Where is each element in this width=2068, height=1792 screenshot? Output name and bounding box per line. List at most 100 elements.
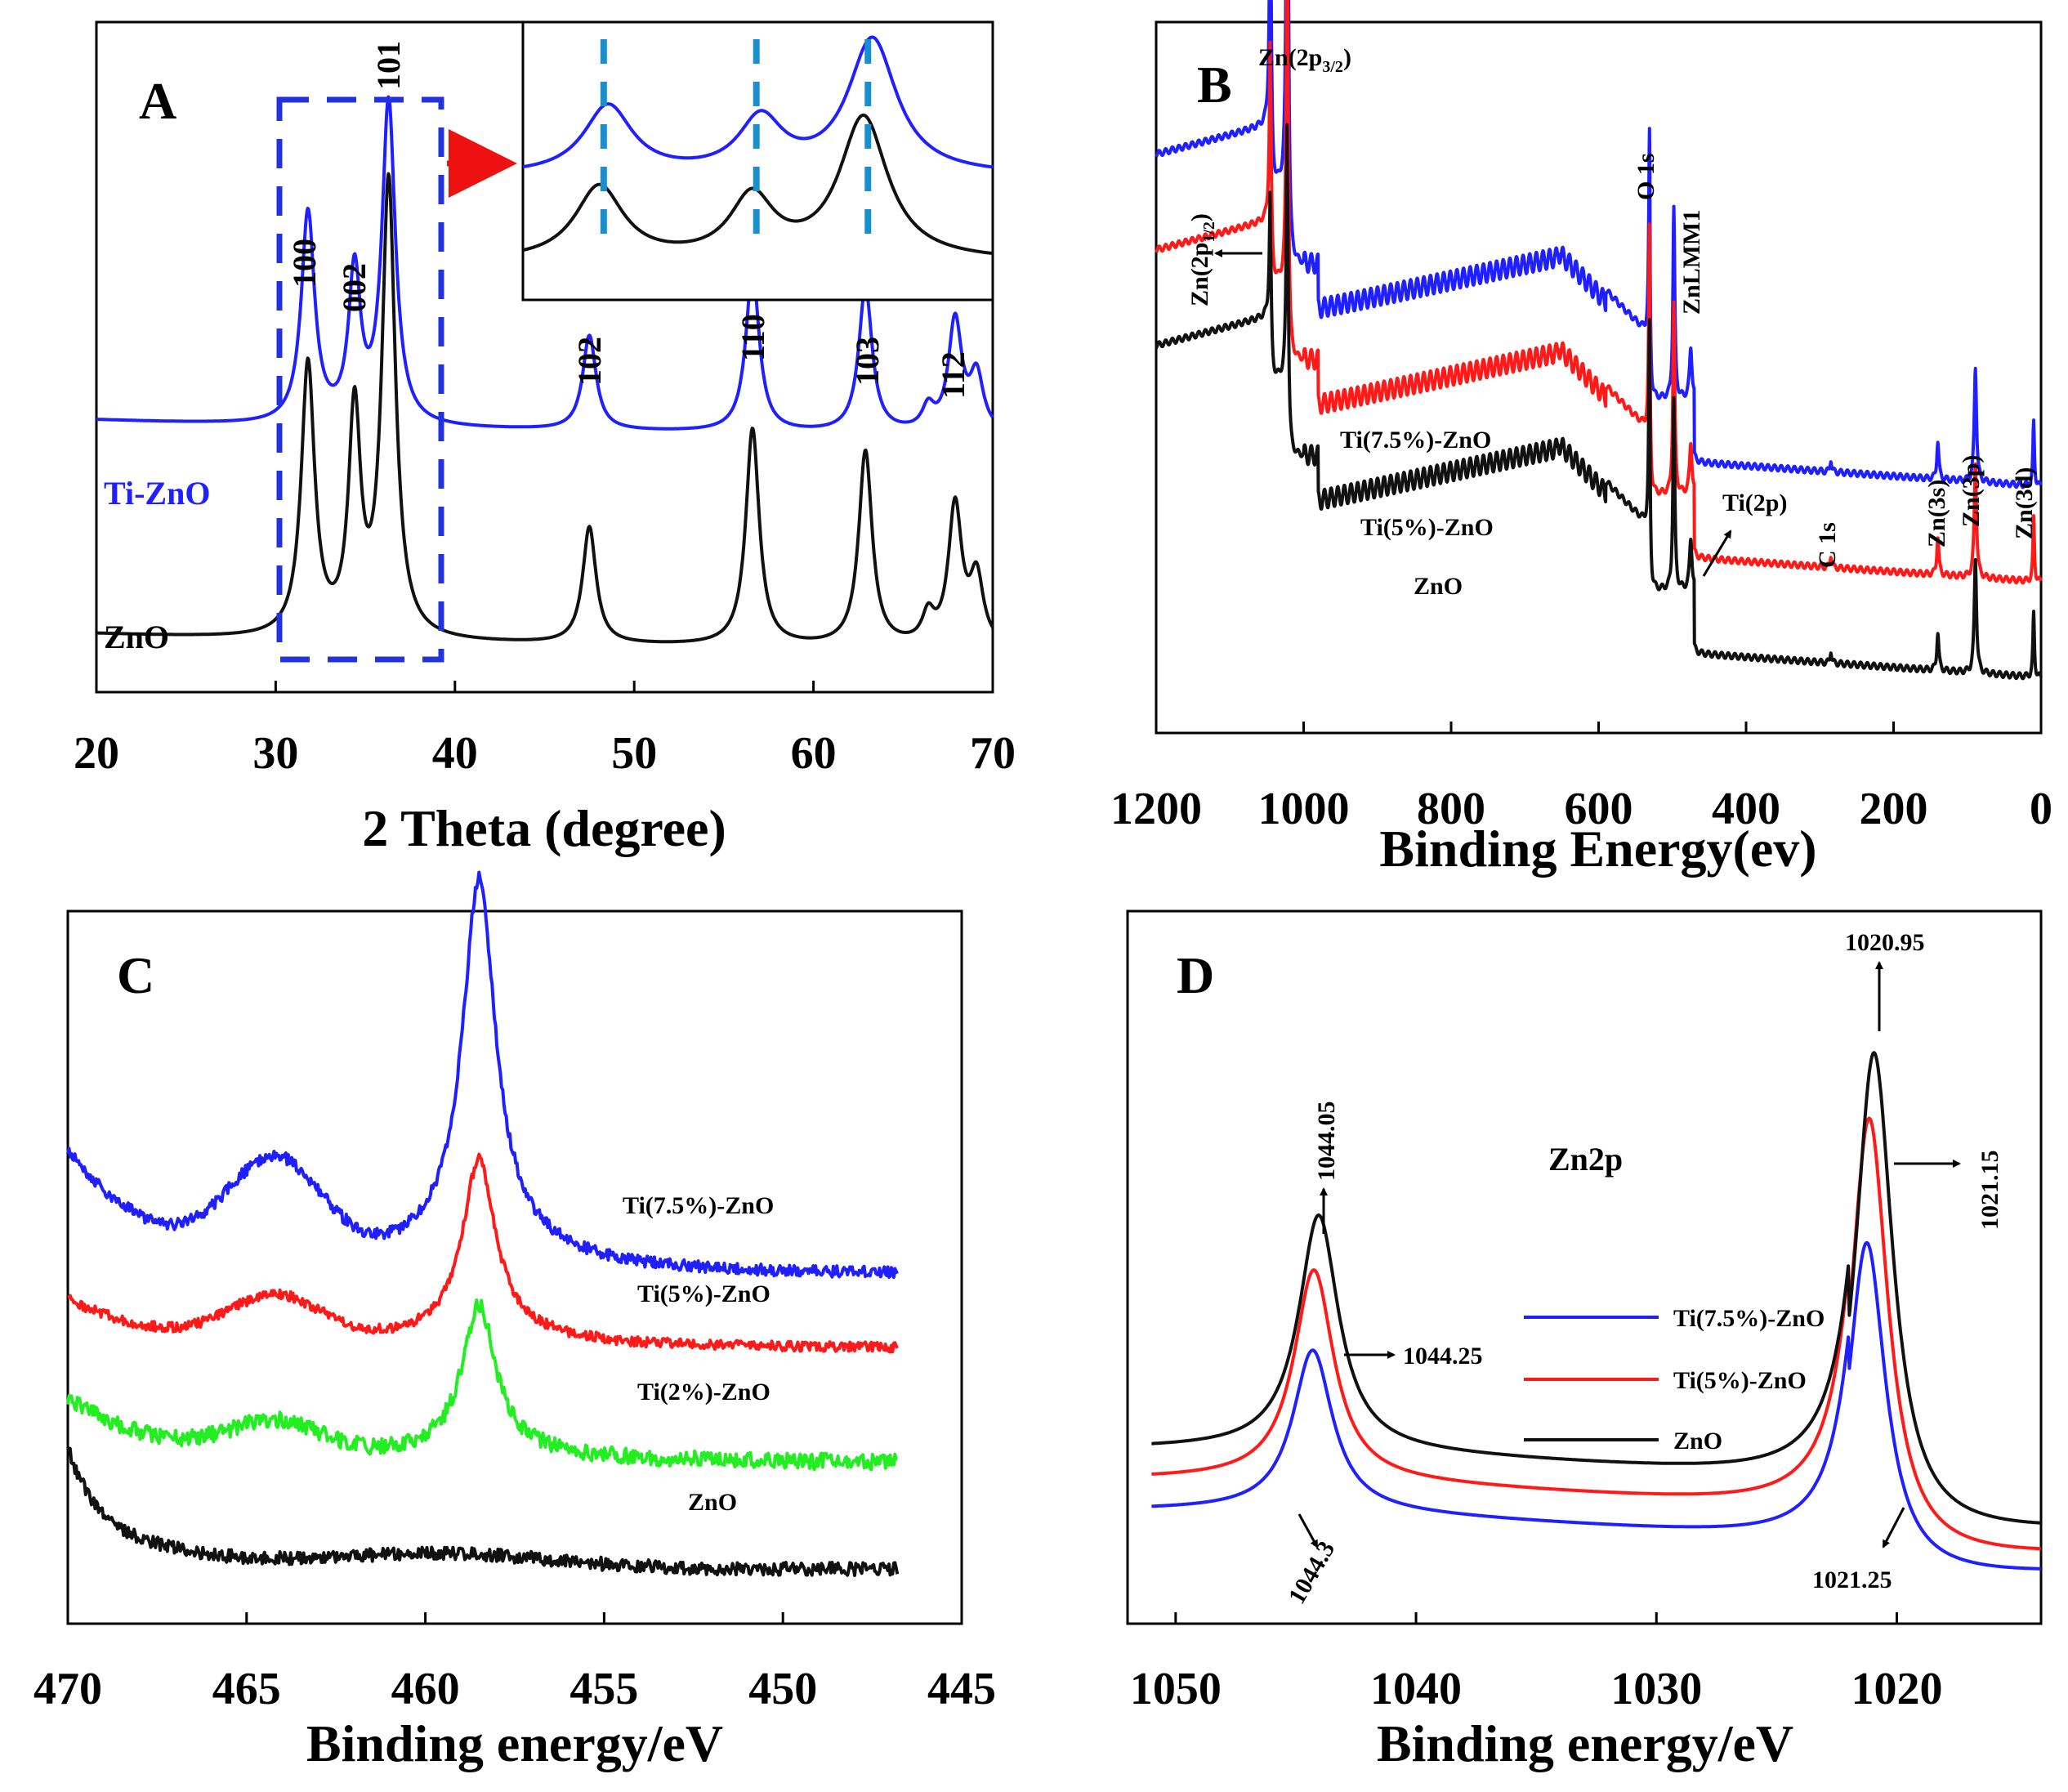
panel-d-letter: D: [1177, 946, 1214, 1004]
x-tick-label: 0: [2030, 784, 2052, 834]
panel-a-x-axis-title: 2 Theta (degree): [362, 799, 726, 857]
x-tick-label: 40: [432, 728, 478, 779]
panel-c-letter: C: [117, 946, 154, 1004]
peak-label-002: 002: [336, 263, 373, 312]
inset-traces: [522, 35, 994, 256]
x-tick-label: 20: [74, 728, 119, 779]
peak-label-zn2p12-text: Zn(2p: [1186, 243, 1213, 306]
x-tick-label: 445: [927, 1664, 996, 1714]
legend-label-zno: ZnO: [1673, 1428, 1722, 1455]
panel-b-xps-survey-chart: 1200 1000 800 600 400 200 0 B Zn(2p3/2) Zn(2p1…: [1110, 0, 2052, 878]
inset-zoom-chart: [521, 20, 994, 302]
peak-label-zn3s: Zn(3s): [1923, 480, 1950, 547]
x-tick-label: 465: [212, 1664, 281, 1714]
trace-d-0: [1150, 1240, 2042, 1571]
series-label-ti-zno: Ti-ZnO: [104, 475, 210, 512]
trace-c-2: [66, 1298, 898, 1472]
panel-d-x-ticks: 1050 1040 1030 1020: [1130, 1612, 1942, 1714]
trace-d-1: [1150, 1116, 2042, 1551]
legend-label-ti75: Ti(7.5%)-ZnO: [1673, 1305, 1825, 1332]
panel-b-letter: B: [1197, 56, 1232, 114]
peak-label-zn2p32: Zn(2p3/2): [1258, 44, 1351, 76]
peak-label-zn2p12-sub: 1/2: [1200, 221, 1218, 243]
series-label-zno-c: ZnO: [688, 1489, 737, 1516]
panel-a-traces: [95, 95, 994, 644]
ti2p-arrow-icon: [1702, 530, 1732, 577]
x-tick-label: 70: [970, 728, 1016, 779]
peak-label-zn2p32-paren: ): [1343, 44, 1351, 71]
trace-d-2: [1150, 1051, 2042, 1525]
peak-label-znlmm: ZnLMM1: [1678, 210, 1705, 315]
panel-d-inner-label: Zn2p: [1548, 1141, 1623, 1178]
zoom-region-box: [276, 96, 444, 663]
series-label-ti75-zno-b: Ti(7.5%)-ZnO: [1340, 427, 1491, 454]
peak-label-101: 101: [370, 41, 407, 90]
panel-c-x-ticks: 470 465 460 455 450 445: [33, 1612, 996, 1714]
x-tick-label: 60: [791, 728, 837, 779]
x-tick-label: 470: [33, 1664, 102, 1714]
panel-d-legend: Ti(7.5%)-ZnO Ti(5%)-ZnO ZnO: [1524, 1305, 1825, 1455]
peak-label-103: 103: [849, 337, 886, 386]
peak-label-100: 100: [286, 239, 323, 288]
peak-label-ti2p: Ti(2p): [1722, 489, 1787, 516]
panel-b-x-ticks: 1200 1000 800 600 400 200 0: [1110, 722, 2052, 834]
arrow-1021-25-icon: [1882, 1507, 1905, 1548]
panel-c-x-axis-title: Binding energy/eV: [306, 1714, 723, 1772]
series-label-ti5-zno-c: Ti(5%)-ZnO: [637, 1280, 770, 1307]
trace-b-1: [1155, 0, 2043, 585]
panel-b-traces: [1155, 0, 2043, 681]
panel-d-traces: [1150, 1051, 2042, 1571]
panel-a-letter: A: [139, 72, 176, 130]
inset-frame: [521, 20, 994, 302]
series-label-zno-b: ZnO: [1414, 573, 1463, 600]
x-tick-label: 400: [1712, 784, 1780, 834]
panel-d-frame: [1126, 909, 2043, 1625]
panel-d-x-axis-title: Binding energy/eV: [1377, 1714, 1793, 1772]
trace-c-1: [67, 1152, 899, 1354]
trace-c-3: [66, 1446, 900, 1577]
annotation-1020-95: 1020.95: [1845, 929, 1925, 956]
series-label-ti5-zno-b: Ti(5%)-ZnO: [1360, 514, 1494, 541]
x-tick-label: 1030: [1610, 1664, 1702, 1714]
panel-a-x-ticks: 20 30 40 50 60 70: [74, 681, 1016, 779]
panel-a-xrd-chart: 20 30 40 50 60 70 A 100 002 101 102 110 103 1…: [74, 20, 1016, 857]
trace-b-0: [1155, 0, 2043, 489]
trace-ti-zno: [95, 95, 994, 431]
legend-label-ti5: Ti(5%)-ZnO: [1673, 1367, 1807, 1394]
peak-label-zn3d: Zn(3d): [2011, 467, 2038, 539]
peak-label-110: 110: [735, 314, 771, 361]
x-tick-label: 200: [1860, 784, 1928, 834]
trace-b-2: [1155, 123, 2043, 681]
x-tick-label: 600: [1565, 784, 1633, 834]
peak-label-zn2p32-sub: 3/2: [1322, 58, 1343, 76]
x-tick-label: 455: [569, 1664, 638, 1714]
annotation-1021-25: 1021.25: [1812, 1566, 1892, 1593]
peak-label-zn2p32-text: Zn(2p: [1258, 44, 1322, 71]
x-tick-label: 460: [391, 1664, 460, 1714]
peak-label-zn2p12-paren: ): [1186, 213, 1213, 221]
arrow-1044-3-icon: [1298, 1513, 1319, 1548]
panel-c-ti2p-chart: 470 465 460 455 450 445 C Ti(7.5%)-ZnO Ti(5%)…: [33, 870, 996, 1772]
peak-label-o1s: O 1s: [1633, 153, 1659, 200]
trace-zno: [95, 172, 994, 644]
x-tick-label: 1040: [1370, 1664, 1462, 1714]
inset-trace-ti-zno: [522, 35, 994, 169]
trace-c-0: [66, 870, 899, 1280]
x-tick-label: 50: [611, 728, 657, 779]
x-tick-label: 30: [252, 728, 298, 779]
annotation-1021-15: 1021.15: [1976, 1151, 2003, 1231]
x-tick-label: 1050: [1130, 1664, 1222, 1714]
series-label-ti75-zno-c: Ti(7.5%)-ZnO: [623, 1192, 774, 1219]
annotation-1044-25: 1044.25: [1403, 1343, 1483, 1370]
peak-label-102: 102: [571, 337, 608, 386]
peak-label-112: 112: [935, 351, 971, 399]
annotation-1044-3: 1044.3: [1283, 1537, 1340, 1609]
panel-c-traces: [66, 870, 900, 1577]
peak-label-c1s: C 1s: [1814, 522, 1841, 568]
panel-c-frame: [66, 909, 963, 1625]
panel-d-zn2p-chart: 1050 1040 1030 1020 D Zn2p Ti(7.5%)-ZnO Ti(…: [1126, 909, 2043, 1772]
panel-b-x-axis-title: Binding Energy(ev): [1379, 820, 1816, 878]
x-tick-label: 1020: [1851, 1664, 1942, 1714]
x-tick-label: 1000: [1258, 784, 1350, 834]
